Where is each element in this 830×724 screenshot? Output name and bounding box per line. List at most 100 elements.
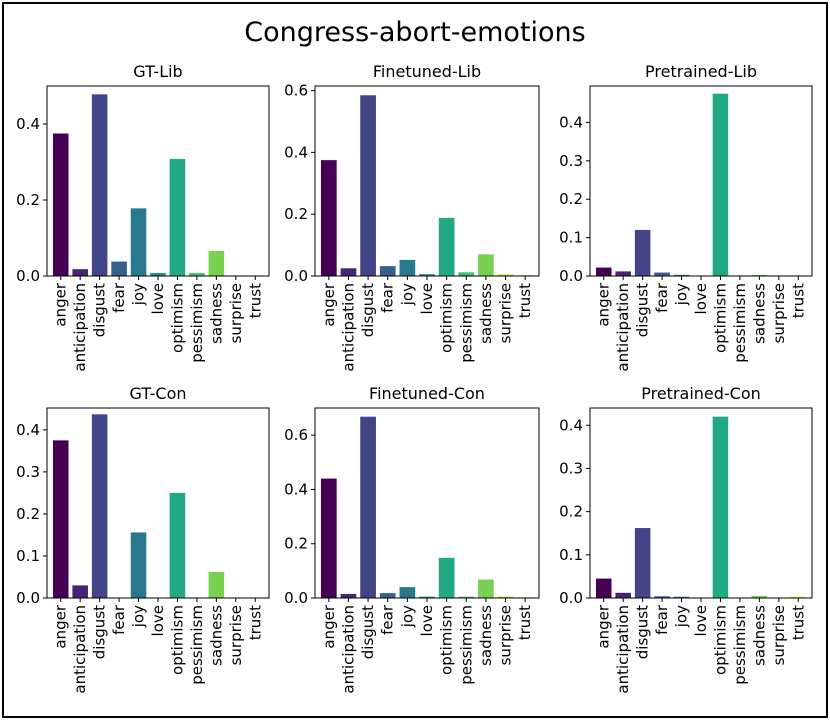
y-tick-label: 0.4: [284, 143, 308, 161]
y-tick-label: 0.3: [559, 459, 583, 477]
x-tick-label: surprise: [227, 605, 245, 665]
x-tick-label: disgust: [359, 605, 377, 659]
x-tick-label: joy: [673, 605, 691, 628]
bar-anticipation: [340, 593, 357, 598]
bar-optimism: [712, 416, 729, 598]
bar-joy: [673, 274, 690, 276]
panel-pretrained-con: 0.0 0.1 0.2 0.3 0.4 anger anticipation disgust f…: [559, 384, 813, 694]
x-tick-label: anger: [52, 604, 70, 648]
x-tick-label: love: [692, 605, 710, 636]
x-tick-label: anticipation: [71, 283, 89, 372]
y-tick-label: 0.2: [16, 191, 40, 209]
axes-frame: [46, 85, 270, 277]
x-tick-label: sadness: [207, 283, 225, 344]
panel-title: Finetuned-Con: [369, 384, 485, 403]
bar-anticipation: [72, 585, 88, 598]
bar-love: [419, 596, 435, 598]
panel-title: Pretrained-Con: [641, 384, 761, 403]
y-tick-label: 0.0: [559, 267, 583, 285]
y-tick-label: 0.3: [16, 463, 40, 481]
bar-love: [150, 272, 166, 276]
bar-optimism: [169, 158, 186, 276]
x-tick-label: love: [418, 283, 436, 314]
x-tick-label: anger: [595, 604, 613, 648]
x-tick-label: disgust: [91, 605, 109, 659]
y-tick-label: 0.3: [559, 152, 583, 170]
x-tick-label: trust: [516, 605, 534, 640]
bar-anger: [320, 160, 337, 276]
x-tick-label: trust: [789, 605, 807, 640]
x-tick-label: love: [149, 605, 167, 636]
y-tick-label: 0.0: [559, 589, 583, 607]
y-tick-label: 0.4: [559, 416, 583, 434]
bar-sadness: [208, 250, 225, 276]
panel-gt-lib: 0.0 0.2 0.4 anger anticipation disgust fear joy…: [16, 62, 270, 372]
x-tick-label: pessimism: [457, 605, 475, 685]
bar-fear: [111, 261, 127, 276]
x-tick-label: disgust: [634, 283, 652, 337]
y-tick-label: 0.4: [16, 421, 40, 439]
y-tick-label: 0.2: [559, 503, 583, 521]
panel-title: Pretrained-Lib: [645, 62, 757, 81]
x-tick-label: pessimism: [731, 605, 749, 685]
x-tick-label: pessimism: [188, 605, 206, 685]
bar-surprise: [497, 596, 514, 598]
x-tick-label: anger: [320, 282, 338, 326]
bar-anger: [595, 267, 612, 276]
y-tick-label: 0.0: [16, 589, 40, 607]
bar-disgust: [634, 229, 651, 276]
x-tick-label: sadness: [750, 283, 768, 344]
x-tick-label: sadness: [750, 605, 768, 666]
x-tick-label: joy: [130, 283, 148, 306]
bar-optimism: [438, 557, 455, 598]
x-tick-label: pessimism: [457, 283, 475, 363]
x-tick-label: optimism: [711, 605, 729, 675]
axes-frame: [314, 407, 540, 599]
y-tick-label: 0.4: [559, 113, 583, 131]
axes-frame: [589, 407, 813, 599]
y-tick-label: 0.2: [559, 190, 583, 208]
x-tick-label: joy: [398, 283, 416, 306]
y-tick-label: 0.1: [559, 229, 583, 247]
x-tick-label: anticipation: [339, 283, 357, 372]
y-tick-label: 0.0: [284, 589, 308, 607]
panel-title: Finetuned-Lib: [373, 62, 481, 81]
panel-gt-con: 0.0 0.1 0.2 0.3 0.4 anger anticipation disgust f…: [16, 384, 270, 694]
bar-disgust: [91, 94, 108, 276]
x-tick-label: disgust: [634, 605, 652, 659]
y-tick-label: 0.0: [284, 267, 308, 285]
bar-joy: [399, 587, 416, 598]
bar-joy: [673, 596, 690, 598]
bar-sadness: [751, 274, 768, 276]
axes-frame: [314, 85, 540, 277]
bar-anticipation: [340, 268, 357, 276]
bar-optimism: [712, 93, 729, 277]
x-tick-label: optimism: [168, 605, 186, 675]
bar-sadness: [478, 579, 494, 598]
axes-frame: [46, 407, 270, 599]
x-tick-label: love: [149, 283, 167, 314]
y-tick-label: 0.2: [284, 535, 308, 553]
x-tick-label: love: [418, 605, 436, 636]
x-tick-label: surprise: [497, 605, 515, 665]
bar-anger: [595, 578, 612, 598]
x-tick-label: disgust: [359, 283, 377, 337]
bar-pessimism: [189, 272, 205, 276]
axes-frame: [589, 85, 813, 277]
bar-disgust: [360, 95, 376, 277]
bar-love: [419, 274, 435, 276]
bar-anticipation: [72, 269, 88, 276]
x-tick-label: optimism: [168, 283, 186, 353]
x-tick-label: sadness: [207, 605, 225, 666]
panel-title: GT-Con: [129, 384, 186, 403]
x-tick-label: fear: [379, 282, 397, 313]
x-tick-label: trust: [246, 605, 264, 640]
x-tick-label: anticipation: [614, 605, 632, 694]
x-tick-label: trust: [789, 283, 807, 318]
x-tick-label: surprise: [497, 283, 515, 343]
x-tick-label: trust: [246, 283, 264, 318]
y-tick-label: 0.4: [284, 480, 308, 498]
bar-anticipation: [615, 592, 631, 598]
